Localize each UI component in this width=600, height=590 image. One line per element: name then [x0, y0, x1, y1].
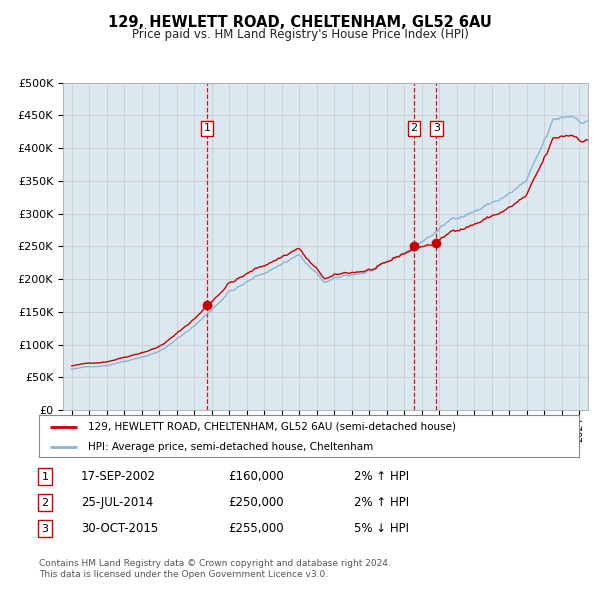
Text: 1: 1: [41, 472, 49, 481]
Text: HPI: Average price, semi-detached house, Cheltenham: HPI: Average price, semi-detached house,…: [88, 442, 373, 451]
Text: 30-OCT-2015: 30-OCT-2015: [81, 522, 158, 535]
Text: Price paid vs. HM Land Registry's House Price Index (HPI): Price paid vs. HM Land Registry's House …: [131, 28, 469, 41]
Text: 25-JUL-2014: 25-JUL-2014: [81, 496, 153, 509]
Text: 1: 1: [203, 123, 211, 133]
Text: This data is licensed under the Open Government Licence v3.0.: This data is licensed under the Open Gov…: [39, 571, 328, 579]
Text: 129, HEWLETT ROAD, CHELTENHAM, GL52 6AU (semi-detached house): 129, HEWLETT ROAD, CHELTENHAM, GL52 6AU …: [88, 422, 455, 432]
Text: Contains HM Land Registry data © Crown copyright and database right 2024.: Contains HM Land Registry data © Crown c…: [39, 559, 391, 568]
Text: £160,000: £160,000: [228, 470, 284, 483]
Text: £250,000: £250,000: [228, 496, 284, 509]
Text: 129, HEWLETT ROAD, CHELTENHAM, GL52 6AU: 129, HEWLETT ROAD, CHELTENHAM, GL52 6AU: [108, 15, 492, 30]
Text: 5% ↓ HPI: 5% ↓ HPI: [354, 522, 409, 535]
Text: 2: 2: [41, 498, 49, 507]
Text: 3: 3: [41, 524, 49, 533]
Text: 2% ↑ HPI: 2% ↑ HPI: [354, 470, 409, 483]
Text: £255,000: £255,000: [228, 522, 284, 535]
Text: 3: 3: [433, 123, 440, 133]
Text: 2% ↑ HPI: 2% ↑ HPI: [354, 496, 409, 509]
Text: 17-SEP-2002: 17-SEP-2002: [81, 470, 156, 483]
Text: 2: 2: [410, 123, 418, 133]
